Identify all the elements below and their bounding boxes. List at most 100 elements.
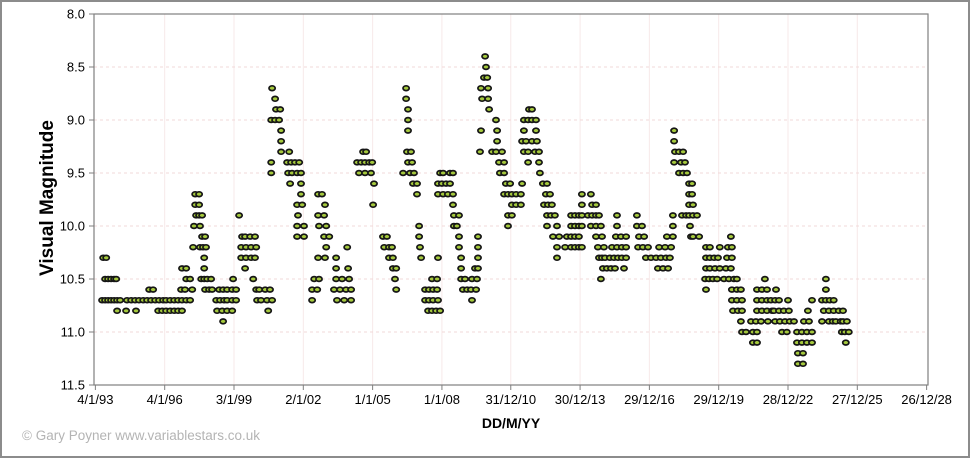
data-point [638,222,646,230]
data-point [195,201,204,209]
data-point [196,222,204,230]
data-point [493,137,502,145]
data-point [577,190,586,198]
data-point [434,296,442,304]
data-point [410,169,418,177]
data-point [484,95,493,103]
data-point [620,265,628,272]
data-point [695,233,704,240]
data-point [308,296,317,304]
data-point [524,159,533,166]
data-point [408,159,417,166]
data-point [277,127,286,134]
data-point [415,233,424,240]
data-point [345,275,354,283]
data-point [598,233,606,240]
data-point [198,212,207,219]
data-point [455,233,463,240]
data-point [550,212,559,219]
data-point [112,275,121,283]
data-point [455,212,463,219]
data-point [543,180,551,187]
data-point [688,190,697,198]
data-point [404,106,412,113]
data-point [757,318,765,325]
data-point [736,318,745,325]
data-point [434,254,442,262]
x-tick-label: 29/12/16 [624,392,675,407]
data-point [532,116,540,124]
data-point [507,212,516,219]
data-point [228,307,237,315]
data-point [433,275,442,283]
data-point [404,116,412,124]
data-point [784,307,793,315]
data-point [407,148,415,156]
data-point [577,243,586,251]
data-point [189,243,198,251]
data-point [782,328,791,336]
data-point [388,254,397,262]
data-point [738,296,746,304]
data-point [200,254,209,262]
data-point [481,53,490,60]
x-tick-label: 4/1/96 [147,392,183,407]
data-point [293,222,302,230]
data-point [640,233,649,240]
data-point [808,328,816,336]
data-point [455,243,463,251]
data-point [474,265,482,272]
data-point [275,116,284,124]
data-point [314,254,323,262]
y-tick-label: 11.5 [61,378,85,393]
x-tick-label: 1/1/05 [355,392,391,407]
data-point [446,180,454,187]
data-point [382,233,391,240]
data-point [498,148,506,156]
data-point [449,201,457,209]
data-point [829,296,838,304]
data-point [543,222,551,230]
data-point [683,169,691,177]
data-point [553,222,561,230]
data-point [686,222,694,230]
data-point [477,84,485,92]
data-point [113,307,122,315]
data-point [457,265,466,272]
data-point [474,233,482,240]
data-point [727,254,736,262]
data-point [632,212,641,219]
data-point [753,328,761,336]
data-point [839,307,847,315]
data-point [667,243,676,251]
data-point [266,286,274,293]
data-point [251,233,259,240]
data-point [249,275,258,283]
data-point [417,254,426,262]
data-point [668,233,677,240]
data-point [799,349,807,357]
data-point [493,127,502,134]
data-point [727,243,736,251]
data-point [391,275,399,283]
data-point [392,265,401,272]
data-point [452,222,461,230]
data-point [702,286,710,293]
data-point [195,190,204,198]
data-point [485,106,494,113]
data-point [271,95,280,103]
data-point [449,190,457,198]
x-tick-label: 1/1/08 [424,392,460,407]
data-point [320,212,329,219]
data-point [679,148,688,156]
data-point [547,201,556,209]
data-point [484,84,493,92]
data-point [500,159,509,166]
data-point [267,169,276,177]
data-point [362,148,371,156]
y-tick-label: 10.5 [60,272,85,287]
data-point [473,275,481,283]
copyright-text: © Gary Poyner www.variablestars.co.uk [22,428,261,443]
data-point [186,275,195,283]
